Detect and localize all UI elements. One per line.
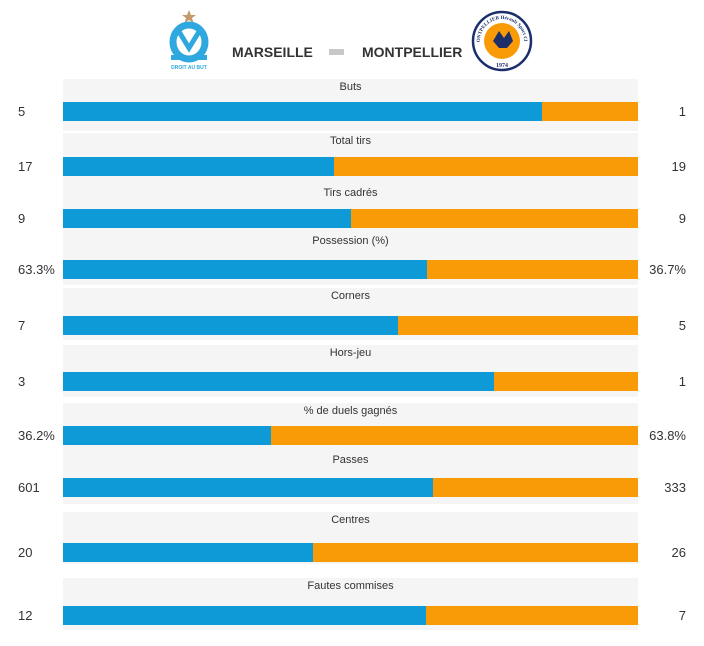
home-bar <box>63 102 542 121</box>
stat-label: Tirs cadrés <box>323 187 378 199</box>
match-header: DROIT AU BUT MARSEILLE MONTPELLIER MONTP… <box>0 0 704 80</box>
home-bar <box>63 316 398 335</box>
stat-row: Total tirs 17 19 <box>0 133 704 185</box>
away-bar <box>351 209 638 228</box>
stat-row: Possession (%) 63.3% 36.7% <box>0 233 704 285</box>
home-stat-value: 17 <box>18 159 33 174</box>
stat-label: Corners <box>330 290 371 302</box>
away-bar <box>426 606 638 625</box>
away-stat-value: 63.8% <box>649 428 686 443</box>
stat-row: % de duels gagnés 36.2% 63.8% <box>0 403 704 455</box>
home-bar <box>63 209 351 228</box>
home-stat-value: 36.2% <box>18 428 55 443</box>
stat-label: Fautes commises <box>307 580 394 592</box>
home-bar <box>63 606 426 625</box>
away-bar <box>271 426 638 445</box>
stat-bar <box>63 543 638 562</box>
home-bar <box>63 478 433 497</box>
stat-label: Possession (%) <box>312 235 389 247</box>
montpellier-logo: MONTPELLIER Hérault Sport Club 1974 <box>471 10 533 72</box>
away-stat-value: 333 <box>664 480 686 495</box>
away-team-name: MONTPELLIER <box>362 44 463 60</box>
home-bar <box>63 543 313 562</box>
away-bar <box>398 316 638 335</box>
home-bar <box>63 372 494 391</box>
away-stat-value: 5 <box>678 318 686 333</box>
away-stat-value: 7 <box>678 608 686 623</box>
stat-bar <box>63 606 638 625</box>
marseille-logo-motto: DROIT AU BUT <box>171 65 207 71</box>
marseille-logo: DROIT AU BUT <box>169 10 209 71</box>
montpellier-logo-year: 1974 <box>496 63 508 69</box>
home-team-name: MARSEILLE <box>232 44 313 60</box>
stat-label: Passes <box>332 454 369 466</box>
stat-bar <box>63 372 638 391</box>
home-stat-value: 601 <box>18 480 40 495</box>
stat-row: Tirs cadrés 9 9 <box>0 185 704 237</box>
away-stat-value: 36.7% <box>649 262 686 277</box>
stat-row: Fautes commises 12 7 <box>0 578 704 630</box>
home-stat-value: 12 <box>18 608 33 623</box>
home-stat-value: 63.3% <box>18 262 55 277</box>
stat-label: Hors-jeu <box>329 347 372 359</box>
away-stat-value: 19 <box>671 159 686 174</box>
stat-label: Buts <box>339 81 362 93</box>
stat-row: Passes 601 333 <box>0 452 704 504</box>
away-bar <box>542 102 638 121</box>
vs-separator <box>329 49 344 55</box>
stat-bar <box>63 426 638 445</box>
stat-label: % de duels gagnés <box>303 405 398 417</box>
away-bar <box>494 372 638 391</box>
stat-bar <box>63 260 638 279</box>
stat-row: Centres 20 26 <box>0 512 704 564</box>
stat-label: Total tirs <box>330 135 371 147</box>
away-bar <box>427 260 638 279</box>
stat-bar <box>63 316 638 335</box>
home-stat-value: 3 <box>18 374 26 389</box>
home-stat-value: 20 <box>18 545 33 560</box>
away-stat-value: 1 <box>678 374 686 389</box>
home-stat-value: 5 <box>18 104 26 119</box>
stat-row: Hors-jeu 3 1 <box>0 345 704 397</box>
stat-bar <box>63 157 638 176</box>
away-bar <box>313 543 638 562</box>
stat-bar <box>63 478 638 497</box>
home-bar <box>63 426 271 445</box>
away-bar <box>334 157 638 176</box>
home-bar <box>63 260 427 279</box>
stat-row: Corners 7 5 <box>0 288 704 340</box>
away-bar <box>433 478 638 497</box>
stat-bar <box>63 209 638 228</box>
away-stat-value: 26 <box>671 545 686 560</box>
stat-row: Buts 5 1 <box>0 79 704 131</box>
home-stat-value: 7 <box>18 318 26 333</box>
stat-label: Centres <box>331 514 370 526</box>
away-stat-value: 1 <box>678 104 686 119</box>
away-stat-value: 9 <box>678 211 686 226</box>
stat-bar <box>63 102 638 121</box>
home-bar <box>63 157 334 176</box>
home-stat-value: 9 <box>18 211 26 226</box>
